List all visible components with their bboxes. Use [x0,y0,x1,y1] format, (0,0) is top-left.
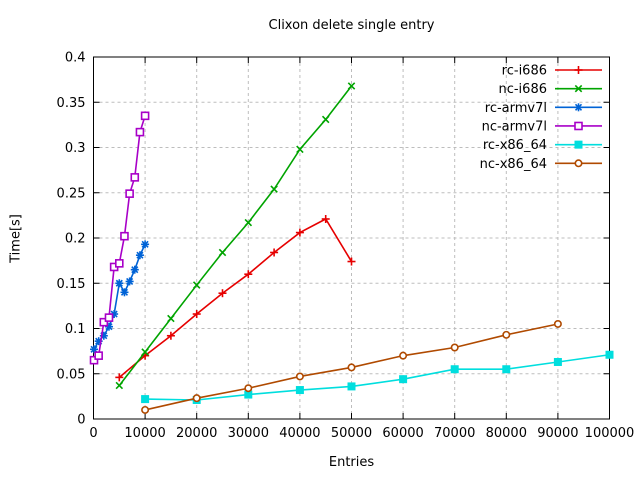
legend-label: nc-x86_64 [480,157,547,172]
series-nc-i686 [115,82,356,390]
marker-asterisk [126,277,134,286]
x-tick-label: 10000 [124,426,165,441]
marker-open-circle [295,372,304,381]
marker-open-circle [399,351,408,360]
x-tick-label: 80000 [486,426,527,441]
marker-cross [270,185,278,193]
series-nc-armv7l [89,111,150,365]
marker-open-square [574,121,583,131]
marker-open-square [115,259,124,268]
series-rc-armv7l [90,240,150,354]
y-tick-label: 0.4 [65,51,86,66]
legend-label: rc-armv7l [485,101,547,116]
series-rc-i686 [115,214,356,382]
marker-open-circle [244,384,253,393]
series-line [118,85,353,387]
marker-cross [141,348,149,356]
legend-item-rc-i686: rc-i686 [502,64,602,79]
legend-label: nc-i686 [498,82,547,97]
y-tick-label: 0.3 [65,141,86,156]
marker-open-square [130,173,140,182]
series-line [145,353,610,401]
marker-asterisk [115,279,123,287]
y-tick-label: 0.1 [65,322,86,337]
y-tick-label: 0.35 [57,96,86,111]
marker-open-circle [450,343,459,352]
marker-asterisk [105,323,113,331]
x-axis-label: Entries [328,455,375,470]
marker-open-circle [502,330,511,339]
y-axis-label: Time[s] [8,214,24,263]
marker-open-circle [574,159,583,168]
marker-open-square [125,189,134,198]
marker-cross [218,248,227,257]
plot-border [93,56,610,420]
y-tick-label: 0.2 [65,232,86,247]
legend-label: nc-armv7l [482,119,547,134]
marker-open-square [104,313,114,322]
marker-asterisk [90,345,98,353]
marker-open-circle [553,319,562,328]
tick-labels: 0 10000 20000 30000 40000 50000 60000 70000 8000… [57,51,635,442]
y-tick-label: 0 [77,413,85,428]
legend-label: rc-x86_64 [483,138,547,153]
marker-open-square [94,351,103,360]
marker-open-square [120,231,129,241]
marker-cross [296,145,304,154]
marker-cross [244,218,253,227]
marker-open-circle [192,394,201,403]
y-tick-label: 0.25 [57,186,86,201]
series-line [118,217,353,378]
legend-item-nc-armv7l: nc-armv7l [482,119,602,134]
chart-title: Clixon delete single entry [268,18,435,33]
marker-filled-square [553,357,562,366]
marker-cross [167,314,175,323]
marker-filled-square [574,140,583,149]
marker-filled-square [244,390,253,399]
marker-filled-square [141,395,150,404]
x-tick-label: 40000 [279,426,320,441]
y-tick-label: 0.15 [57,277,86,292]
marker-open-circle [141,405,150,414]
legend: rc-i686 nc-i686 rc-armv7l nc-armv7l rc-x86_6… [480,64,602,172]
x-tick-label: 60000 [382,426,423,441]
legend-item-rc-x86_64: rc-x86_64 [483,138,602,153]
marker-open-square [99,317,109,327]
marker-open-circle [347,363,356,372]
marker-asterisk [141,240,149,248]
x-tick-label: 90000 [537,426,578,441]
marker-filled-square [450,365,459,374]
marker-open-square [89,355,99,365]
x-tick-label: 30000 [228,426,269,441]
marker-filled-square [347,382,356,391]
marker-cross [115,381,124,390]
marker-open-square [140,111,150,121]
marker-filled-square [605,350,614,359]
marker-filled-square [295,386,304,395]
legend-item-nc-i686: nc-i686 [498,82,602,97]
marker-cross [321,115,330,124]
x-tick-label: 50000 [331,426,372,441]
marker-open-square [135,127,145,137]
y-tick-label: 0.05 [57,367,86,382]
marker-asterisk [574,103,583,111]
marker-cross [347,82,356,90]
x-tick-label: 0 [89,426,97,441]
series-nc-x86_64 [141,319,562,414]
x-tick-label: 100000 [585,426,635,441]
legend-item-rc-armv7l: rc-armv7l [485,101,602,116]
legend-label: rc-i686 [502,64,547,79]
marker-asterisk [136,251,144,259]
marker-cross [192,281,201,289]
marker-asterisk [120,288,129,296]
x-tick-label: 70000 [434,426,475,441]
marker-asterisk [131,266,139,274]
marker-filled-square [502,365,511,374]
marker-filled-square [399,375,408,384]
marker-cross [574,84,583,93]
x-tick-label: 20000 [176,426,217,441]
legend-item-nc-x86_64: nc-x86_64 [480,157,602,172]
